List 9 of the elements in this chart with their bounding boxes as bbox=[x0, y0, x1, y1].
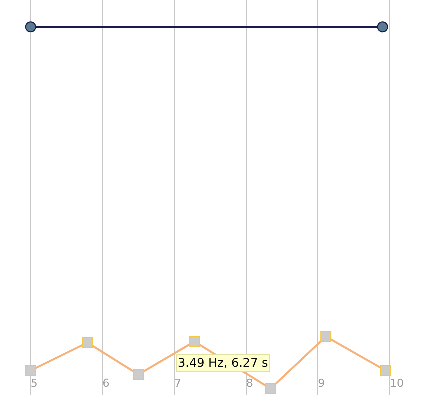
x-tick-label: 5 bbox=[30, 376, 38, 390]
x-tick-label: 8 bbox=[246, 376, 254, 390]
point bbox=[377, 22, 388, 33]
x-tick-label: 9 bbox=[318, 376, 326, 390]
x-tick-label: 7 bbox=[174, 376, 182, 390]
x-tick-label: 6 bbox=[102, 376, 110, 390]
x-tick-label: 10 bbox=[390, 376, 404, 390]
annotation: 3.49 Hz, 6.27 s bbox=[178, 356, 268, 370]
point bbox=[25, 22, 36, 33]
